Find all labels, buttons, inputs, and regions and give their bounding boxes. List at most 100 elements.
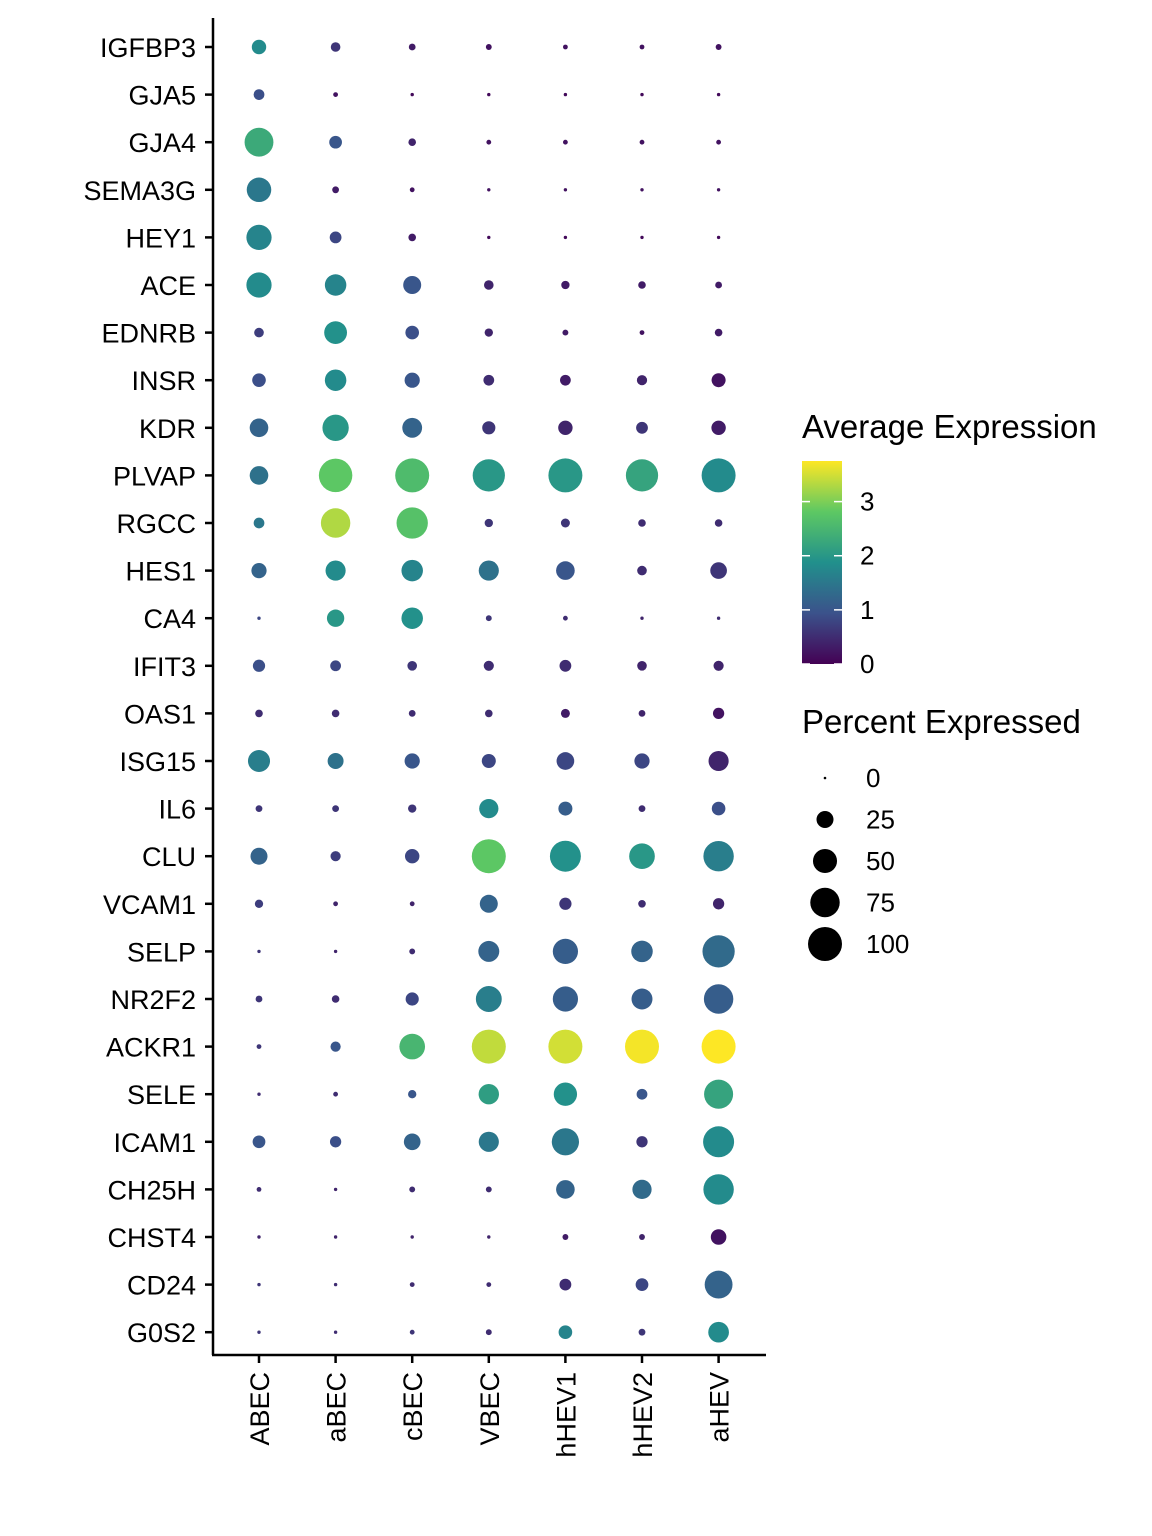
dot-IFIT3-cBEC [407, 660, 418, 671]
dot-CLU-hHEV1 [549, 840, 581, 872]
dot-EDNRB-aBEC [324, 321, 347, 344]
dot-INSR-cBEC [404, 372, 420, 388]
dot-ICAM1-cBEC [403, 1133, 421, 1151]
size-key-label: 75 [866, 888, 895, 918]
dot-RGCC-VBEC [484, 518, 493, 528]
dot-ICAM1-hHEV1 [551, 1128, 580, 1156]
dot-NR2F2-ABEC [255, 995, 263, 1003]
cell-type-axis-labels: ABEC aBEC cBEC VBEC hHEV1 hHEV2 aHEV [245, 1355, 735, 1458]
dot-EDNRB-aHEV [714, 328, 723, 337]
dot-ACE-VBEC [483, 280, 494, 290]
cell-type-label: cBEC [398, 1372, 428, 1441]
dot-PLVAP-aHEV [701, 458, 736, 493]
dot-ACE-cBEC [403, 276, 422, 294]
dot-IL6-aHEV [711, 801, 726, 816]
dot-ACE-aBEC [324, 274, 347, 296]
dot-ISG15-hHEV1 [556, 752, 575, 770]
gene-label: CHST4 [107, 1223, 196, 1253]
size-legend: Percent Expressed 0 25 50 75 100 [802, 703, 1081, 961]
gene-label: CH25H [107, 1175, 196, 1205]
dot-CHST4-aHEV [710, 1229, 727, 1245]
dot-HEY1-hHEV1 [563, 235, 568, 240]
dot-SELE-ABEC [257, 1092, 261, 1096]
dot-CHST4-hHEV2 [639, 1234, 645, 1240]
dot-CD24-VBEC [486, 1282, 492, 1287]
dot-EDNRB-VBEC [484, 328, 493, 337]
dot-CHST4-cBEC [410, 1235, 414, 1239]
dot-ICAM1-VBEC [478, 1131, 499, 1152]
dot-CH25H-ABEC [256, 1187, 262, 1192]
dot-HES1-cBEC [401, 559, 423, 582]
size-key-dot [810, 887, 840, 918]
dot-SEMA3G-aBEC [332, 186, 339, 194]
dot-KDR-ABEC [249, 418, 269, 438]
dot-OAS1-aHEV [712, 707, 725, 720]
dot-CH25H-aHEV [703, 1174, 734, 1205]
dot-INSR-aBEC [324, 369, 347, 391]
dot-VCAM1-aHEV [712, 898, 725, 910]
size-key-dot [823, 776, 827, 780]
dot-PLVAP-hHEV1 [548, 458, 583, 493]
dot-NR2F2-aBEC [331, 995, 340, 1003]
dot-CHST4-ABEC [257, 1235, 261, 1239]
gene-label: INSR [131, 366, 196, 396]
gene-label: HES1 [125, 557, 196, 587]
dot-RGCC-aBEC [320, 508, 351, 538]
dot-SELP-cBEC [409, 948, 416, 955]
dot-ICAM1-aBEC [329, 1136, 342, 1148]
dot-CD24-ABEC [257, 1282, 261, 1287]
dot-CA4-cBEC [401, 607, 423, 629]
gene-label: KDR [139, 414, 196, 444]
dot-INSR-VBEC [483, 374, 495, 386]
dot-OAS1-ABEC [255, 709, 263, 718]
dot-GJA4-cBEC [408, 138, 417, 146]
dot-IGFBP3-hHEV2 [639, 44, 645, 50]
dot-ACKR1-ABEC [256, 1044, 262, 1049]
dot-CD24-hHEV2 [635, 1278, 649, 1291]
dot-NR2F2-cBEC [405, 992, 419, 1006]
dot-ICAM1-aHEV [703, 1126, 735, 1158]
gene-label: HEY1 [125, 223, 196, 253]
dot-VCAM1-ABEC [254, 899, 264, 908]
dot-NR2F2-aHEV [703, 984, 734, 1014]
dot-SEMA3G-VBEC [487, 188, 491, 192]
dot-CA4-aBEC [326, 609, 345, 627]
gene-label: IGFBP3 [100, 33, 196, 63]
dot-EDNRB-hHEV1 [562, 329, 569, 336]
dot-RGCC-cBEC [396, 507, 428, 539]
color-tick-label: 3 [860, 487, 874, 517]
dot-HES1-VBEC [478, 560, 499, 581]
dot-HEY1-ABEC [246, 224, 272, 251]
dot-SEMA3G-hHEV2 [640, 188, 644, 192]
dot-IGFBP3-ABEC [251, 39, 267, 55]
dot-OAS1-VBEC [485, 709, 493, 718]
dot-GJA5-aBEC [333, 92, 338, 97]
cell-type-label: VBEC [475, 1372, 505, 1446]
dot-SELE-VBEC [478, 1084, 499, 1105]
dot-HES1-ABEC [251, 563, 267, 579]
gene-label: ICAM1 [113, 1128, 196, 1158]
plot-area [244, 39, 736, 1343]
gene-label: OAS1 [124, 699, 196, 729]
dot-ACKR1-aHEV [701, 1029, 736, 1064]
size-key-dot [816, 811, 834, 828]
dot-CH25H-cBEC [409, 1186, 416, 1193]
dot-IL6-ABEC [255, 805, 263, 812]
dot-HEY1-aHEV [716, 235, 721, 240]
dot-IFIT3-VBEC [483, 660, 494, 671]
dot-GJA4-ABEC [244, 127, 274, 157]
gene-label: ACKR1 [106, 1033, 196, 1063]
dot-KDR-hHEV2 [636, 421, 648, 434]
dot-CD24-aHEV [704, 1270, 733, 1299]
size-key-dot [812, 848, 838, 874]
color-bar [802, 461, 842, 664]
dot-SELE-hHEV1 [553, 1082, 578, 1106]
dot-CD24-aBEC [333, 1282, 338, 1287]
dot-PLVAP-ABEC [249, 466, 269, 485]
dot-PLVAP-hHEV2 [625, 459, 659, 492]
dot-OAS1-hHEV2 [638, 710, 646, 717]
dot-CD24-cBEC [409, 1282, 415, 1287]
dot-IL6-aBEC [332, 805, 339, 812]
size-key-dot [808, 927, 842, 961]
dot-CA4-ABEC [257, 616, 261, 620]
